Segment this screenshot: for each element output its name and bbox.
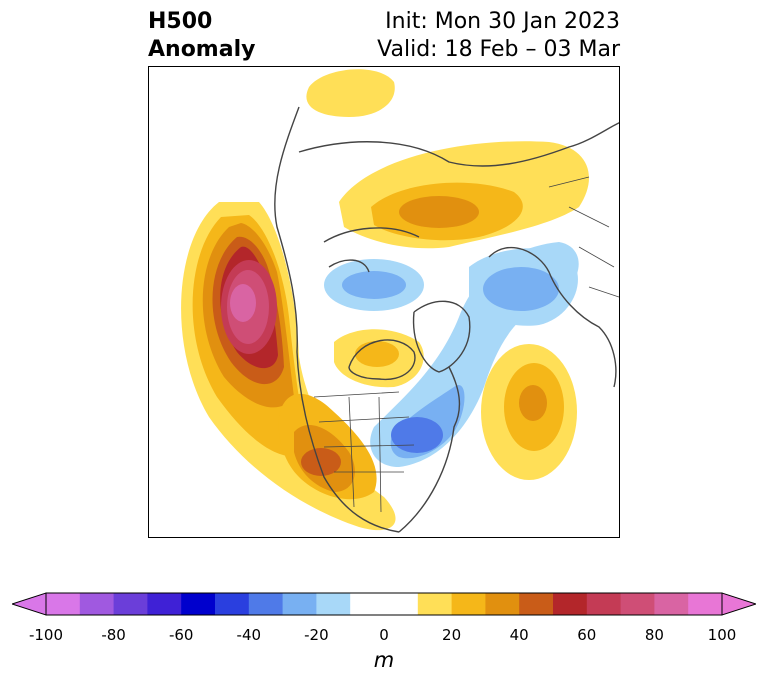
colorbar-segment (316, 593, 351, 615)
north-america-east-coast (398, 366, 461, 533)
colorbar-tick-label: 80 (644, 626, 664, 644)
contour-minus-30 (391, 417, 443, 453)
colorbar-segment (654, 593, 689, 615)
colorbar-segment (79, 593, 115, 615)
colorbar-tick-label: 0 (379, 626, 389, 644)
scandinavia-coast (488, 246, 617, 388)
colorbar-segment (485, 593, 520, 615)
contour-40 (301, 448, 341, 476)
colorbar-segment (553, 593, 588, 615)
colorbar-segment (248, 593, 284, 615)
us-state-borders (313, 391, 415, 513)
colorbar-segment (282, 593, 317, 615)
ne-pacific-ridge (181, 202, 396, 531)
colorbar-segment (147, 593, 182, 615)
colorbar-segment (519, 593, 554, 615)
colorbar-segment (113, 593, 148, 615)
valid-range: Valid: 18 Feb – 03 Mar (377, 37, 620, 62)
contour-10-arctic (306, 69, 395, 117)
northern-europe-trough (469, 248, 578, 326)
title-left: H500 Anomaly (148, 8, 255, 64)
anomaly-map (181, 69, 619, 533)
colorbar-segment (46, 593, 81, 615)
contour-minus-20 (483, 267, 559, 311)
north-atlantic-ridge (481, 344, 577, 480)
north-america-west-coast (274, 106, 400, 533)
contour-30 (519, 385, 547, 421)
colorbar-segment (417, 593, 453, 615)
eurasia-north-coast (298, 122, 619, 167)
greenland-coast (412, 300, 471, 373)
hudson-bay-ridge (334, 329, 424, 388)
colorbar-segment (451, 593, 486, 615)
colorbar-tick-label: 100 (707, 626, 737, 644)
colorbar-under-triangle (12, 592, 47, 616)
colorbar-tick-label: -60 (168, 626, 194, 644)
colorbar-tick-label: 60 (577, 626, 597, 644)
colorbar-tick-label: -100 (28, 626, 64, 644)
europe-borders (548, 176, 619, 298)
colorbar-segment (688, 593, 723, 615)
contour-80 (230, 284, 256, 322)
colorbar-over-triangle (721, 592, 756, 616)
map-panel (148, 66, 620, 538)
colorbar-unit-label: m (373, 648, 395, 672)
colorbar-segments (46, 593, 723, 615)
init-date: Init: Mon 30 Jan 2023 (385, 9, 620, 34)
coastlines (274, 106, 619, 533)
colorbar-tick-label: -20 (304, 626, 329, 644)
siberian-ridge (306, 69, 589, 249)
contour-20 (355, 341, 399, 367)
colorbar (12, 592, 756, 616)
colorbar-segment (586, 593, 622, 615)
colorbar-segment (620, 593, 655, 615)
title-anomaly: Anomaly (148, 37, 256, 62)
contour-minus-20 (342, 271, 406, 299)
colorbar-segment (215, 593, 250, 615)
contour-30 (399, 196, 479, 228)
beaufort-trough (324, 259, 424, 311)
colorbar-tick-label: 20 (442, 626, 462, 644)
arctic-islands (323, 227, 420, 273)
title-right: Init: Mon 30 Jan 2023 Valid: 18 Feb – 03… (377, 8, 620, 64)
colorbar-tick-label: -40 (236, 626, 262, 644)
colorbar-segment (181, 593, 216, 615)
colorbar-segment (350, 593, 385, 615)
colorbar-outline (45, 592, 723, 616)
colorbar-tick-label: 40 (509, 626, 529, 644)
colorbar-segment (384, 593, 419, 615)
title-variable: H500 (148, 9, 213, 34)
hudson-bay-coast (348, 339, 416, 381)
colorbar-tick-label: -80 (101, 626, 126, 644)
